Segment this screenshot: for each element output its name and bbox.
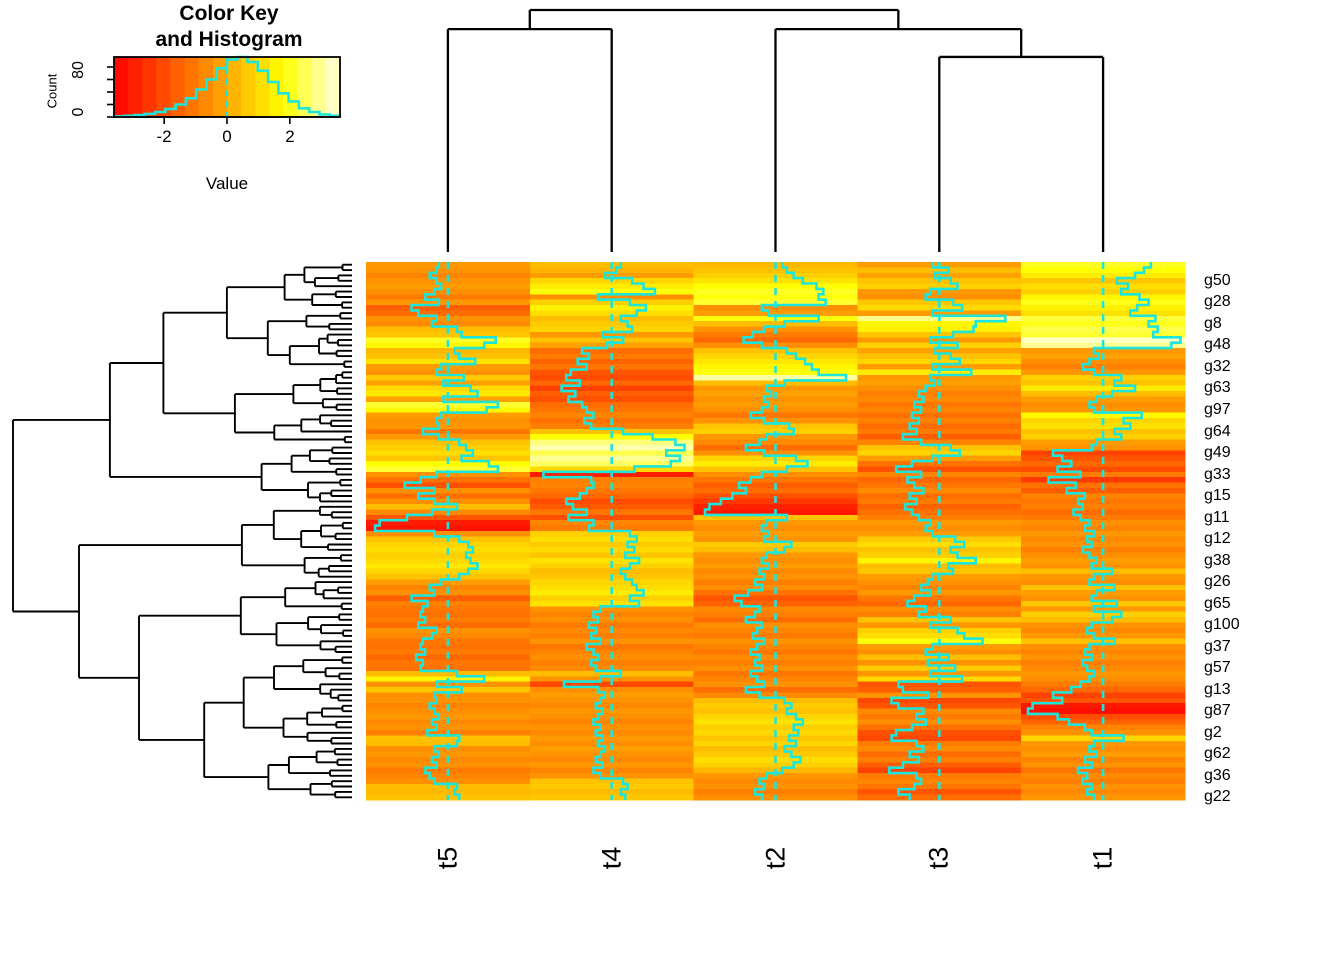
column-trace-t5 [373, 262, 500, 800]
color-key-ytick-0: 0 [70, 107, 87, 117]
color-key-xtick-0: 0 [222, 127, 232, 146]
column-trace-t1 [1026, 262, 1182, 800]
row-label: g12 [1204, 530, 1231, 548]
color-key-box [113, 56, 341, 118]
row-label: g64 [1204, 422, 1231, 440]
row-label: g13 [1204, 680, 1231, 698]
row-label: g22 [1204, 788, 1231, 806]
row-label: g37 [1204, 637, 1231, 655]
color-key-xlabel: Value [205, 174, 249, 193]
column-dendrogram [446, 8, 1105, 252]
row-label: g65 [1204, 594, 1231, 612]
key-histogram-trace [112, 55, 342, 118]
row-label: g100 [1204, 616, 1240, 634]
color-key-xtick-neg2: -2 [156, 127, 172, 146]
row-label: g50 [1204, 271, 1231, 289]
color-key-ylabel: Count [44, 73, 60, 109]
column-trace-t2 [703, 262, 848, 800]
row-label: g49 [1204, 444, 1231, 461]
column-trace-t3 [887, 262, 1007, 800]
row-label: g11 [1204, 508, 1230, 526]
row-dendrogram [12, 263, 352, 799]
row-label: g63 [1204, 379, 1231, 397]
column-label: t1 [1087, 846, 1118, 870]
trace-zero-lines [446, 262, 1105, 800]
column-label: t3 [923, 846, 954, 870]
color-key-title-line2: and Histogram [155, 28, 303, 51]
column-label: t5 [432, 846, 463, 870]
row-label: g36 [1204, 766, 1231, 784]
column-label: t2 [760, 846, 790, 870]
row-label: g32 [1204, 357, 1231, 375]
row-label: g38 [1204, 551, 1231, 569]
column-label: t4 [596, 846, 627, 870]
row-label: g97 [1204, 400, 1231, 418]
row-label: g28 [1204, 293, 1231, 311]
color-key-title-line1: Color Key [179, 2, 279, 25]
column-trace-t4 [542, 262, 686, 800]
row-label: g48 [1204, 336, 1231, 354]
row-label: g57 [1204, 659, 1231, 677]
row-label: g87 [1204, 702, 1231, 720]
column-traces [373, 262, 1182, 800]
row-label: g26 [1204, 573, 1231, 591]
row-label: g8 [1204, 314, 1222, 332]
color-key-ytick-80: 80 [70, 61, 87, 79]
row-label: g2 [1204, 723, 1222, 741]
row-label: g33 [1204, 465, 1231, 483]
color-key-xtick-2: 2 [285, 127, 295, 146]
row-label: g15 [1204, 487, 1231, 504]
row-label: g62 [1204, 745, 1231, 763]
